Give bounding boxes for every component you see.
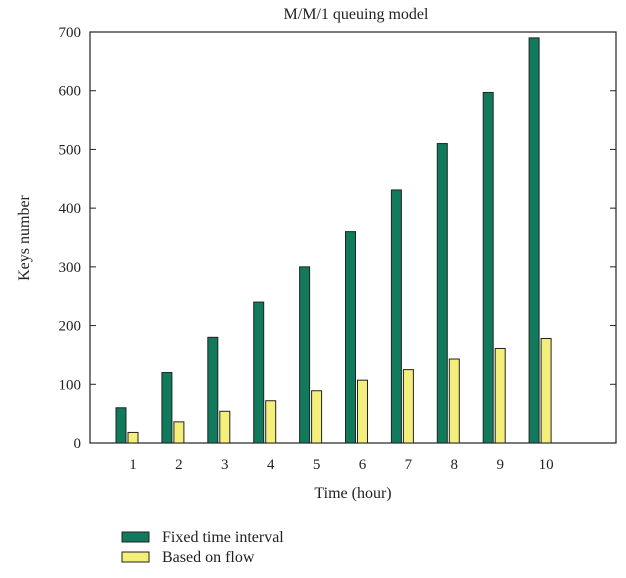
bar-series-2-cat-6: [357, 379, 368, 444]
y-tick-label: 700: [59, 25, 82, 41]
y-tick-label: 200: [59, 319, 82, 335]
bar-series-1-cat-6: [345, 231, 356, 444]
x-tick-label: 5: [313, 457, 321, 473]
bars: [115, 37, 552, 444]
x-tick-label: 7: [405, 457, 413, 473]
bar-series-2-cat-10: [540, 337, 552, 444]
bar-series-1-cat-5: [299, 266, 311, 444]
y-tick-label: 500: [59, 142, 82, 158]
x-tick-label: 1: [129, 457, 137, 473]
x-tick-label: 6: [359, 457, 367, 473]
bar-series-1-cat-10: [528, 37, 540, 444]
y-tick-label: 0: [74, 436, 82, 452]
bar-series-1-cat-4: [253, 301, 265, 444]
bar-series-1-cat-9: [482, 91, 494, 444]
bar-series-2-cat-7: [402, 369, 414, 444]
bar-series-2-cat-5: [311, 390, 323, 444]
legend-label: Based on flow: [162, 549, 255, 566]
bar-series-2-cat-3: [219, 410, 231, 444]
bar-series-1-cat-7: [390, 189, 402, 444]
x-tick-label: 9: [496, 457, 504, 473]
bar-series-1-cat-3: [207, 336, 219, 444]
legend-swatch: [121, 531, 150, 543]
y-tick-label: 300: [59, 260, 82, 276]
x-tick-label: 2: [175, 457, 183, 473]
bar-series-1-cat-8: [436, 143, 448, 444]
bar-series-2-cat-8: [448, 358, 460, 444]
legend: Fixed time interval Based on flow: [121, 529, 284, 566]
chart-title: M/M/1 queuing model: [284, 6, 429, 23]
legend-swatch: [121, 551, 150, 563]
bar-series-2-cat-1: [127, 431, 139, 444]
bar-series-2-cat-9: [494, 347, 506, 444]
legend-label: Fixed time interval: [162, 529, 284, 546]
x-tick-label: 4: [267, 457, 275, 473]
bar-series-2-cat-4: [265, 400, 277, 444]
x-axis-label: Time (hour): [314, 485, 391, 502]
y-axis-label: Keys number: [16, 194, 33, 280]
bar-series-1-cat-1: [115, 407, 127, 444]
y-tick-label: 100: [59, 377, 82, 393]
bar-series-2-cat-2: [173, 421, 185, 444]
y-tick-label: 600: [59, 84, 82, 100]
x-tick-label: 10: [539, 457, 554, 473]
x-tick-label: 3: [221, 457, 229, 473]
x-tick-label: 8: [451, 457, 459, 473]
y-axis: 0 100 200 300 400 500 600 700: [59, 25, 616, 452]
y-tick-label: 400: [59, 201, 82, 217]
bar-series-1-cat-2: [161, 372, 173, 444]
